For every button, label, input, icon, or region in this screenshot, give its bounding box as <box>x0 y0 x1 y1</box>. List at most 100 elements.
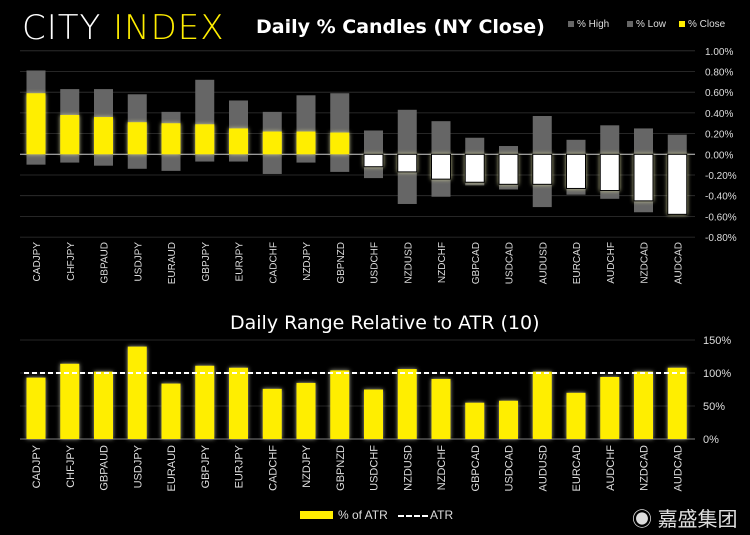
watermark: ◉ 嘉盛集团 <box>632 509 738 531</box>
close-bar-audusd <box>532 153 553 185</box>
y-tick-label: 0.40% <box>705 109 733 120</box>
atr-chart-title: Daily Range Relative to ATR (10) <box>230 312 540 334</box>
close-bar-euraud <box>161 123 181 155</box>
close-bar-gbpjpy <box>195 124 215 155</box>
range-bar-euraud <box>161 111 181 171</box>
x-tick-label: CADJPY <box>32 242 43 282</box>
close-bar-nzdusd <box>397 153 418 173</box>
close-bar-usdcad <box>498 153 519 185</box>
weibo-icon: ◉ <box>632 509 652 531</box>
x-tick-label: CADJPY <box>31 444 43 488</box>
x-tick-label: NZDJPY <box>301 444 313 487</box>
close-bar-audcad <box>667 153 688 215</box>
y-tick-label: -0.80% <box>705 233 737 244</box>
x-tick-label: AUDCAD <box>672 445 684 492</box>
y-tick-label: 1.00% <box>705 47 733 58</box>
close-bar-eurcad <box>566 153 586 189</box>
x-tick-label: NZDCAD <box>639 445 651 491</box>
y-tick-label: 50% <box>703 401 725 413</box>
x-tick-label: NZDCAD <box>640 242 651 284</box>
x-tick-label: EURAUD <box>167 242 178 284</box>
atr-bar-nzdjpy <box>296 382 316 439</box>
range-bar-nzdcad <box>634 128 653 213</box>
city-index-logo: CITY INDEX <box>22 8 225 48</box>
range-bar-cadjpy <box>26 70 46 165</box>
y-tick-label: 100% <box>703 368 731 380</box>
close-bar-chfjpy <box>60 114 80 155</box>
range-bar-nzdusd <box>397 109 417 204</box>
atr-bar-audchf <box>600 376 620 439</box>
range-bar-eurjpy <box>229 100 248 162</box>
range-bar-nzdchf <box>431 121 451 197</box>
x-tick-label: AUDCAD <box>673 242 684 284</box>
x-tick-label: AUDCHF <box>605 445 617 491</box>
x-tick-label: GBPJPY <box>201 242 212 282</box>
x-tick-label: EURAUD <box>166 445 178 492</box>
x-tick-label: EURJPY <box>234 444 246 488</box>
close-bar-nzdjpy <box>296 131 316 155</box>
atr-bar-usdcad <box>499 400 518 439</box>
close-bar-gbpcad <box>464 153 485 183</box>
legend-atr: ATR <box>398 508 453 522</box>
y-tick-label: 150% <box>703 335 731 347</box>
range-bar-usdjpy <box>127 94 147 169</box>
x-tick-label: CADCHF <box>267 445 279 491</box>
close-bar-eurjpy <box>229 128 248 155</box>
close-bar-gbpnzd <box>330 132 350 155</box>
y-tick-label: -0.40% <box>705 192 737 203</box>
x-tick-label: USDCHF <box>369 445 381 491</box>
atr-bar-eurjpy <box>229 367 248 439</box>
close-bar-cadjpy <box>26 93 46 155</box>
range-bar-cadchf <box>262 111 282 174</box>
atr-bar-nzdchf <box>431 378 451 439</box>
legend-low: % Low <box>627 19 666 30</box>
close-bar-cadchf <box>262 131 282 155</box>
atr-bar-euraud <box>161 383 181 439</box>
y-tick-label: 0.20% <box>705 130 733 141</box>
x-tick-label: GBPJPY <box>200 444 212 488</box>
atr-bar-nzdusd <box>397 369 417 439</box>
x-tick-label: GBPCAD <box>471 242 482 284</box>
x-tick-label: AUDUSD <box>538 242 549 284</box>
close-bar-nzdchf <box>431 153 451 180</box>
y-tick-label: -0.60% <box>705 212 737 223</box>
range-bar-audcad <box>667 134 687 215</box>
legend-close: % Close <box>679 19 725 30</box>
atr-bar-audusd <box>532 371 552 439</box>
close-bar-nzdcad <box>633 153 654 202</box>
legend-high: % High <box>568 19 609 30</box>
y-tick-label: 0.80% <box>705 68 733 79</box>
atr-bar-usdjpy <box>127 346 147 439</box>
close-bar-usdchf <box>363 153 384 168</box>
x-tick-label: USDJPY <box>132 444 144 488</box>
x-tick-label: USDCAD <box>504 445 516 492</box>
x-tick-label: EURCAD <box>571 445 583 492</box>
candles-chart-title: Daily % Candles (NY Close) <box>256 16 545 38</box>
y-tick-label: 0% <box>703 434 719 446</box>
range-bar-nzdjpy <box>296 95 316 163</box>
atr-bar-gbpaud <box>94 371 113 439</box>
atr-bar-audcad <box>667 367 687 439</box>
atr-bar-gbpcad <box>465 402 485 439</box>
x-tick-label: USDCHF <box>370 242 381 284</box>
x-tick-label: GBPAUD <box>100 242 111 284</box>
atr-bar-eurcad <box>566 392 586 439</box>
x-tick-label: GBPNZD <box>336 242 347 284</box>
x-tick-label: NZDUSD <box>403 242 414 284</box>
range-bar-chfjpy <box>60 89 80 163</box>
atr-bar-gbpnzd <box>330 370 350 439</box>
range-bar-audusd <box>532 116 552 208</box>
atr-bar-usdchf <box>364 389 383 439</box>
x-tick-label: USDCAD <box>505 242 516 284</box>
y-tick-label: -0.20% <box>705 171 737 182</box>
y-tick-label: 0.00% <box>705 150 733 161</box>
close-bar-gbpaud <box>94 117 113 155</box>
legend-pct-atr: % of ATR <box>300 508 388 522</box>
x-tick-label: GBPNZD <box>335 445 347 491</box>
close-bar-usdjpy <box>127 122 147 155</box>
x-tick-label: AUDUSD <box>537 445 549 492</box>
x-tick-label: EURJPY <box>235 242 246 282</box>
y-tick-label: 0.60% <box>705 88 733 99</box>
range-bar-gbpjpy <box>195 79 215 162</box>
